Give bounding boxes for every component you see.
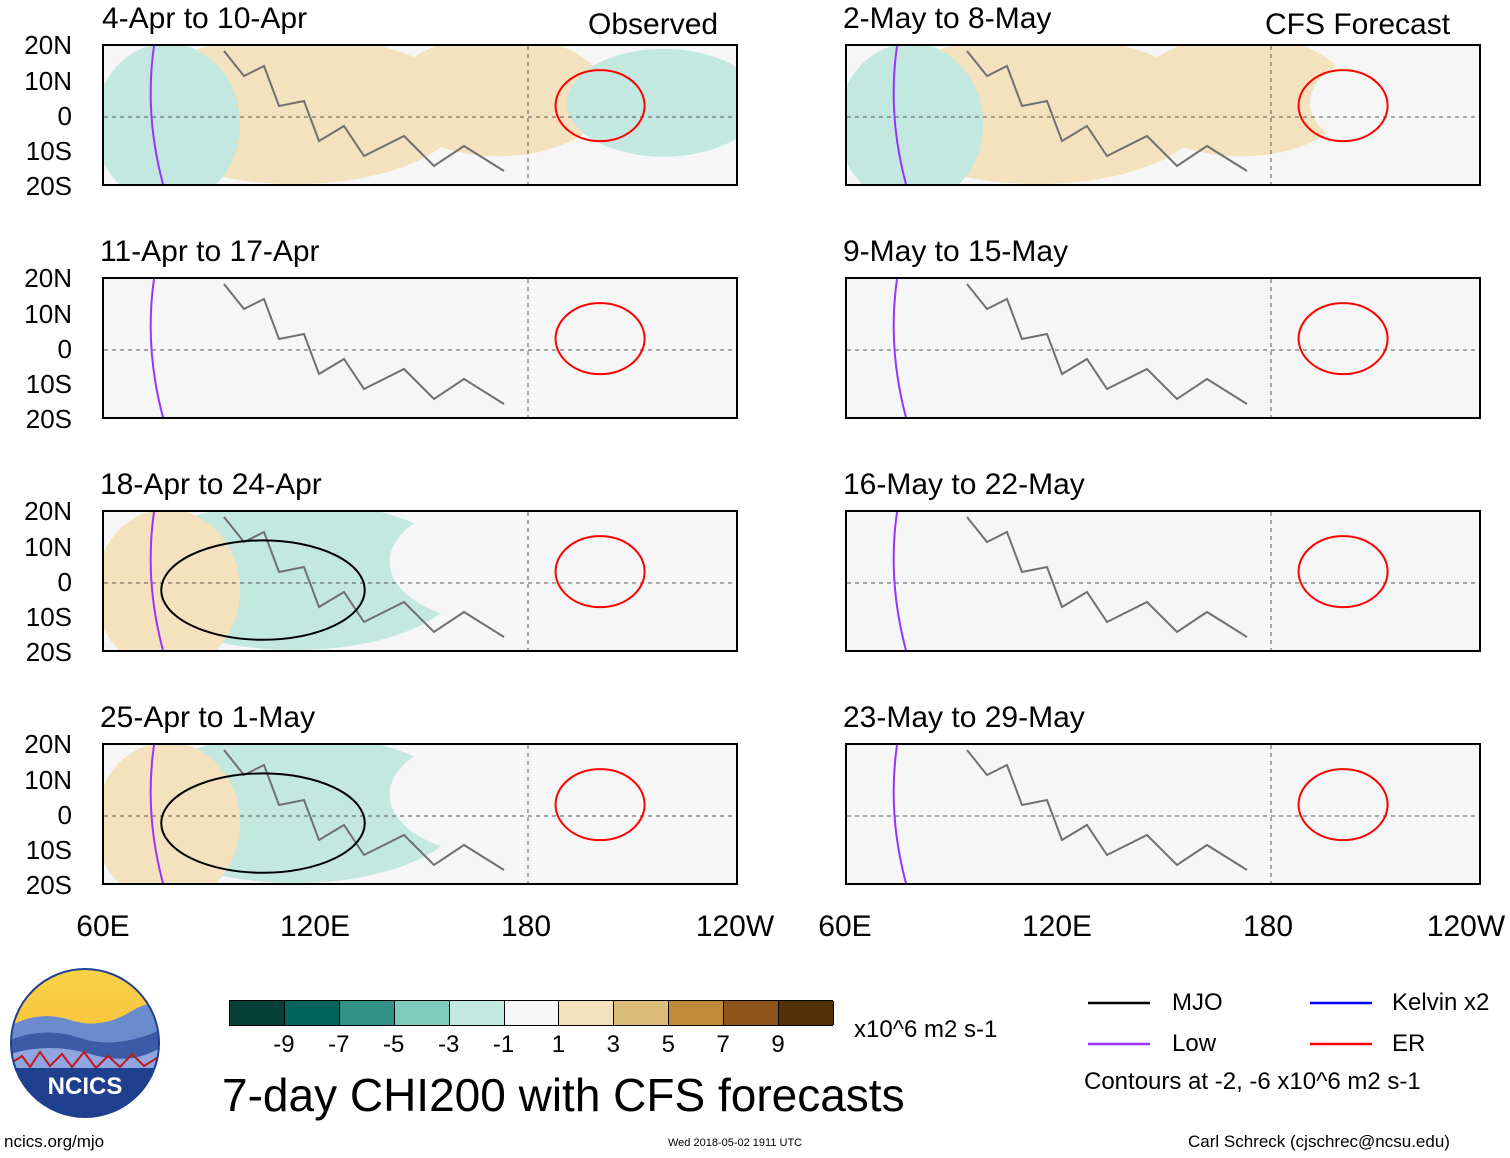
legend-line-kelvin — [1310, 1001, 1372, 1005]
colorbar-swatch — [339, 1001, 395, 1025]
lat-tick-label: 10S — [25, 369, 72, 399]
lat-tick-label: 0 — [57, 800, 72, 830]
lat-tick-label: 20S — [25, 870, 72, 900]
lat-tick-label: 10N — [24, 532, 72, 562]
colorbar-swatch — [449, 1001, 505, 1025]
colorbar-swatch — [394, 1001, 450, 1025]
lat-tick-label: 10S — [25, 602, 72, 632]
colorbar-swatches — [229, 1000, 834, 1026]
logo-text: NCICS — [48, 1073, 123, 1100]
colorbar-swatch — [614, 1001, 670, 1025]
colorbar-tick-label: 1 — [551, 1031, 566, 1058]
lat-tick-label: 20N — [24, 729, 72, 759]
colorbar-swatch — [669, 1001, 725, 1025]
chart-title: 7-day CHI200 with CFS forecasts — [222, 1069, 905, 1121]
colorbar-tick-label: 7 — [716, 1031, 730, 1058]
lat-tick-label: 10N — [24, 299, 72, 329]
map-field — [847, 512, 1479, 650]
colorbar-swatch — [504, 1001, 560, 1025]
lon-tick-label: 120W — [1426, 910, 1506, 943]
lat-tick-label: 0 — [57, 101, 72, 131]
legend-line-er — [1310, 1042, 1372, 1046]
lat-tick-label: 10N — [24, 765, 72, 795]
map-field — [104, 745, 736, 883]
map-field — [847, 279, 1479, 417]
map-panel — [845, 277, 1481, 419]
footer-url[interactable]: ncics.org/mjo — [4, 1132, 105, 1151]
legend-label-kelvin: Kelvin x2 — [1392, 989, 1490, 1016]
lat-tick-label: 20S — [25, 404, 72, 434]
lon-tick-label: 180 — [500, 910, 552, 943]
map-field — [104, 512, 736, 650]
colorbar-tick-label: -1 — [492, 1031, 515, 1058]
panel-title: 9-May to 15-May — [843, 235, 1069, 268]
lat-tick-label: 20S — [25, 637, 72, 667]
colorbar-swatch — [559, 1001, 615, 1025]
colorbar-swatch — [230, 1001, 285, 1025]
map-field — [847, 745, 1479, 883]
colorbar-tick-label: -3 — [437, 1031, 460, 1058]
footer-credit: Carl Schreck (cjschrec@ncsu.edu) — [1188, 1132, 1450, 1151]
map-field — [847, 46, 1479, 184]
panel-title: 23-May to 29-May — [843, 701, 1085, 734]
legend-line-mjo — [1088, 1001, 1150, 1005]
footer-timestamp: Wed 2018-05-02 1911 UTC — [668, 1137, 803, 1149]
lon-tick-label: 120E — [1021, 910, 1093, 943]
colorbar-tick-label: -7 — [328, 1031, 350, 1058]
panel-title: 4-Apr to 10-Apr — [102, 2, 308, 35]
colorbar-tick-label: 9 — [771, 1031, 785, 1058]
colorbar-swatch — [724, 1001, 780, 1025]
lat-tick-label: 10S — [25, 835, 72, 865]
panel-title: 18-Apr to 24-Apr — [100, 468, 322, 501]
legend-label-low: Low — [1172, 1030, 1217, 1057]
colorbar-tick-label: 3 — [606, 1031, 621, 1058]
ncics-logo-graphic: NCICS — [10, 968, 160, 1118]
lat-tick-label: 0 — [57, 334, 72, 364]
lat-tick-label: 0 — [57, 567, 72, 597]
map-field — [104, 279, 736, 417]
colorbar-units: x10^6 m2 s-1 — [854, 1016, 998, 1043]
colorbar-swatch — [284, 1001, 340, 1025]
lat-tick-label: 20N — [24, 263, 72, 293]
panel-title: 16-May to 22-May — [843, 468, 1085, 501]
observed-label: Observed — [588, 8, 719, 41]
map-panel — [102, 510, 738, 652]
lat-tick-label: 20N — [24, 30, 72, 60]
colorbar — [229, 1000, 834, 1026]
colorbar-swatch — [779, 1001, 834, 1025]
map-field — [104, 46, 736, 184]
panel-title: 25-Apr to 1-May — [100, 701, 316, 734]
lon-tick-label: 180 — [1242, 910, 1294, 943]
legend-line-low — [1088, 1042, 1150, 1046]
legend-label-er: ER — [1392, 1030, 1426, 1057]
cfs-forecast-label: CFS Forecast — [1265, 8, 1451, 41]
lon-tick-label: 60E — [818, 910, 872, 943]
lat-tick-label: 20S — [25, 171, 72, 201]
map-panel — [845, 44, 1481, 186]
lat-tick-label: 10S — [25, 136, 72, 166]
map-panel — [845, 743, 1481, 885]
contour-note: Contours at -2, -6 x10^6 m2 s-1 — [1084, 1068, 1421, 1095]
lon-tick-label: 120W — [695, 910, 775, 943]
panel-title: 11-Apr to 17-Apr — [100, 235, 320, 268]
colorbar-tick-label: -9 — [273, 1031, 295, 1058]
colorbar-tick-label: 5 — [661, 1031, 675, 1058]
map-panel — [845, 510, 1481, 652]
map-panel — [102, 743, 738, 885]
colorbar-tick-label: -5 — [383, 1031, 405, 1058]
lon-tick-label: 120E — [279, 910, 351, 943]
panel-title: 2-May to 8-May — [843, 2, 1052, 35]
lon-tick-label: 60E — [76, 910, 130, 943]
lat-tick-label: 20N — [24, 496, 72, 526]
map-panel — [102, 44, 738, 186]
map-panel — [102, 277, 738, 419]
legend-label-mjo: MJO — [1172, 989, 1223, 1016]
ncics-logo: NCICS — [10, 968, 160, 1118]
lat-tick-label: 10N — [24, 66, 72, 96]
